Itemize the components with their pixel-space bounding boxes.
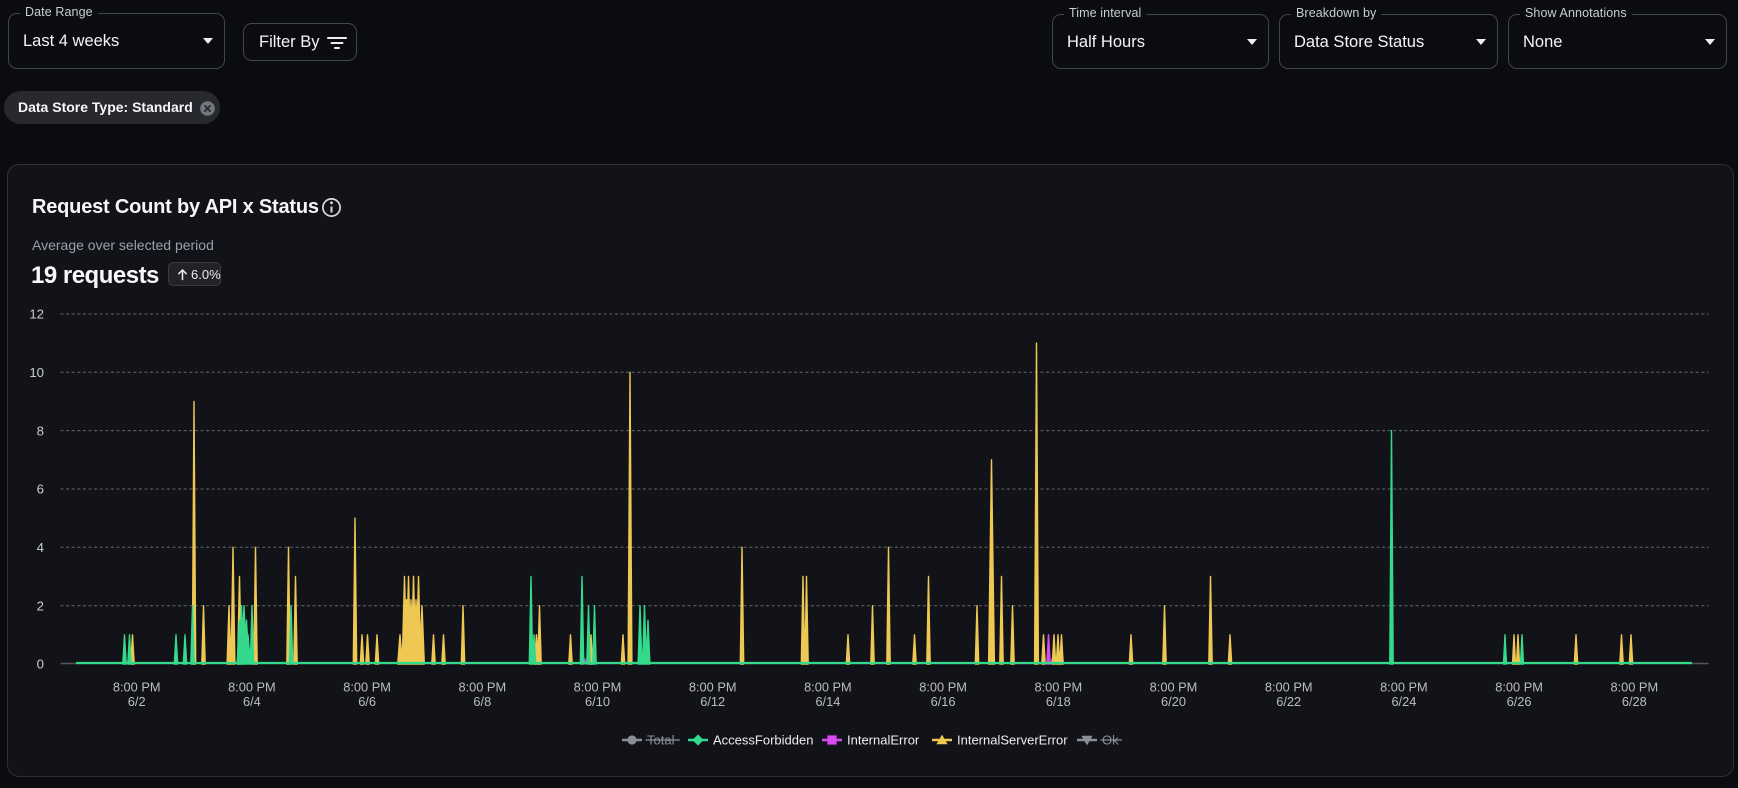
svg-text:8:00 PM: 8:00 PM	[1495, 680, 1543, 695]
svg-text:8:00 PM: 8:00 PM	[1265, 680, 1313, 695]
svg-text:6/16: 6/16	[931, 694, 956, 709]
svg-text:6/28: 6/28	[1622, 694, 1647, 709]
svg-text:10: 10	[29, 365, 44, 380]
svg-text:8:00 PM: 8:00 PM	[689, 680, 737, 695]
svg-text:6/12: 6/12	[700, 694, 725, 709]
svg-text:6: 6	[37, 482, 44, 497]
svg-text:2: 2	[37, 598, 44, 613]
svg-text:8:00 PM: 8:00 PM	[1380, 680, 1428, 695]
svg-text:6/2: 6/2	[128, 694, 146, 709]
svg-text:8:00 PM: 8:00 PM	[228, 680, 276, 695]
svg-text:6/24: 6/24	[1391, 694, 1416, 709]
svg-text:8: 8	[37, 423, 44, 438]
svg-text:0: 0	[37, 657, 44, 672]
svg-text:8:00 PM: 8:00 PM	[458, 680, 506, 695]
svg-text:6/10: 6/10	[585, 694, 610, 709]
svg-text:8:00 PM: 8:00 PM	[919, 680, 967, 695]
svg-text:6/14: 6/14	[815, 694, 840, 709]
svg-text:6/26: 6/26	[1507, 694, 1532, 709]
svg-text:6/6: 6/6	[358, 694, 376, 709]
svg-text:6/22: 6/22	[1276, 694, 1301, 709]
svg-text:8:00 PM: 8:00 PM	[804, 680, 852, 695]
svg-text:6/8: 6/8	[473, 694, 491, 709]
svg-text:8:00 PM: 8:00 PM	[1034, 680, 1082, 695]
svg-text:AccessForbidden: AccessForbidden	[713, 733, 813, 748]
svg-text:4: 4	[37, 540, 44, 555]
svg-text:8:00 PM: 8:00 PM	[113, 680, 161, 695]
svg-text:12: 12	[29, 307, 44, 322]
svg-text:8:00 PM: 8:00 PM	[574, 680, 622, 695]
svg-text:8:00 PM: 8:00 PM	[1150, 680, 1198, 695]
svg-text:8:00 PM: 8:00 PM	[1610, 680, 1658, 695]
svg-text:InternalServerError: InternalServerError	[957, 733, 1068, 748]
svg-text:6/20: 6/20	[1161, 694, 1186, 709]
svg-text:InternalError: InternalError	[847, 733, 920, 748]
svg-text:6/4: 6/4	[243, 694, 261, 709]
svg-text:8:00 PM: 8:00 PM	[343, 680, 391, 695]
svg-text:6/18: 6/18	[1046, 694, 1071, 709]
